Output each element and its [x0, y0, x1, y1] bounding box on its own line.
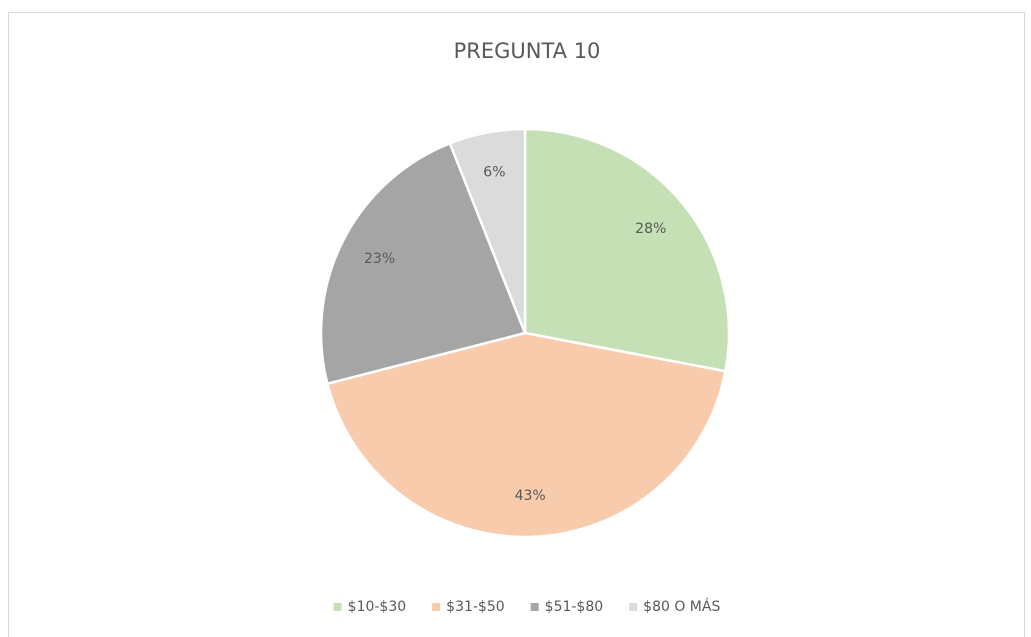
data-label: 28%	[635, 221, 666, 237]
data-label: 43%	[515, 488, 546, 504]
legend-swatch	[432, 603, 441, 611]
chart-title: PREGUNTA 10	[454, 39, 601, 63]
pie-slice	[325, 331, 727, 539]
legend-label: $80 O MÁS	[643, 598, 720, 615]
legend-label: $31-$50	[446, 599, 505, 615]
legend-swatch	[530, 603, 539, 611]
pie-slice	[448, 127, 527, 334]
data-label: 6%	[483, 165, 505, 181]
data-label: 23%	[364, 251, 395, 267]
legend-label: $51-$80	[545, 599, 604, 615]
pie-slice	[319, 141, 527, 386]
legend-swatch	[629, 603, 638, 611]
legend-label: $10-$30	[348, 599, 407, 615]
pie-slice	[523, 127, 731, 373]
legend-swatch	[333, 603, 342, 611]
